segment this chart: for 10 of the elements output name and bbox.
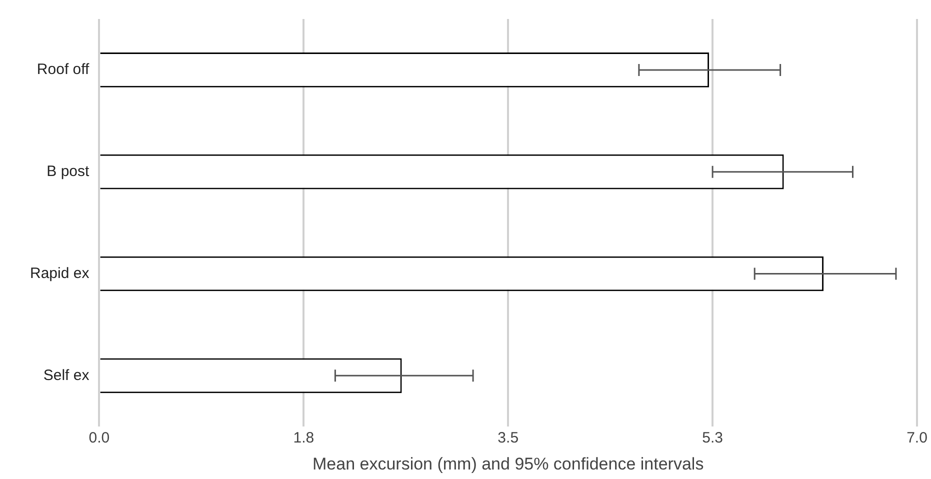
y-tick-label: Self ex	[43, 366, 90, 384]
y-tick-label: Rapid ex	[30, 264, 90, 282]
x-tick-label: 5.3	[702, 430, 723, 447]
y-tick-label: B post	[46, 162, 90, 180]
y-tick-label: Roof off	[36, 61, 90, 78]
x-tick-label: 7.0	[906, 430, 928, 447]
x-tick-label: 1.8	[293, 430, 314, 447]
x-axis-title: Mean excursion (mm) and 95% confidence intervals	[312, 454, 704, 474]
x-tick-label: 0.0	[88, 430, 110, 447]
x-tick-label: 3.5	[498, 430, 519, 447]
